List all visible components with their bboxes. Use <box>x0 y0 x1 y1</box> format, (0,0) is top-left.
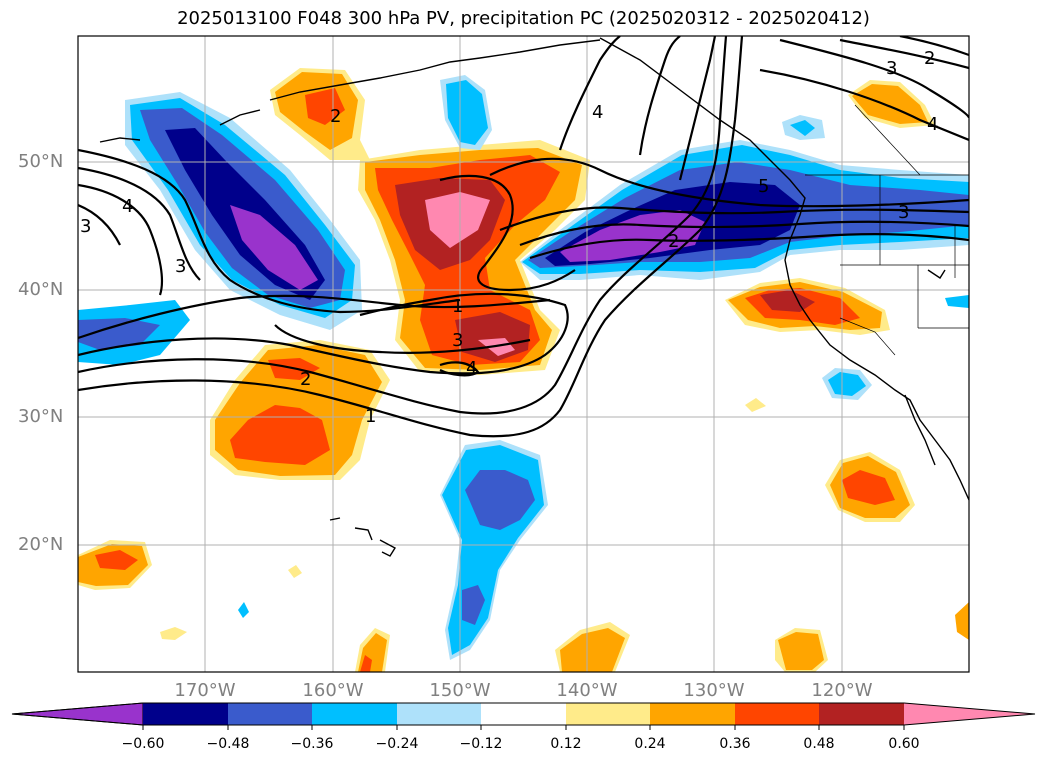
colorbar-tick-label: 0.12 <box>550 736 582 752</box>
colorbar-tick-label: 0.60 <box>888 736 920 752</box>
contour-label: 3 <box>740 16 751 37</box>
contour-label: 2 <box>300 369 311 390</box>
contour-label: 3 <box>898 202 909 223</box>
colorbar-segment <box>481 703 566 725</box>
lon-label: 160°W <box>302 680 364 701</box>
lon-label: 170°W <box>174 680 236 701</box>
contour-labels: 1 2 3 4 3 2 1 3 4 2 3 4 5 3 4 2 3 <box>80 16 938 427</box>
colorbar-segment <box>312 703 397 725</box>
colorbar-segment <box>228 703 312 725</box>
colorbar-tick-label: 0.36 <box>719 736 751 752</box>
colorbar-tick-label: 0.48 <box>803 736 835 752</box>
contour-label: 4 <box>592 102 603 123</box>
contour-label: 3 <box>452 330 463 351</box>
colorbar-segment <box>566 703 650 725</box>
colorbar-tick-label: −0.12 <box>459 736 503 752</box>
contour-label: 3 <box>175 256 186 277</box>
precip-anomaly-fill: 1 2 3 4 3 2 1 3 4 2 3 4 5 3 4 2 3 <box>78 16 969 672</box>
colorbar-tick-label: −0.48 <box>206 736 250 752</box>
colorbar-segment <box>819 703 904 725</box>
colorbar <box>11 702 1036 730</box>
colorbar-segment <box>143 703 228 725</box>
contour-label: 1 <box>365 406 376 427</box>
political-borders <box>805 104 969 356</box>
lon-label: 150°W <box>429 680 491 701</box>
contour-label: 2 <box>668 231 679 252</box>
contour-label: 2 <box>924 48 935 69</box>
colorbar-tick-label: 0.24 <box>634 736 666 752</box>
contour-label: 2 <box>330 106 341 127</box>
contour-label: 3 <box>886 58 897 79</box>
lat-label: 50°N <box>18 151 64 172</box>
lon-label: 120°W <box>811 680 873 701</box>
colorbar-tick-label: −0.24 <box>375 736 419 752</box>
colorbar-segment <box>11 702 144 726</box>
contour-label: 4 <box>927 114 938 135</box>
colorbar-segment <box>397 703 481 725</box>
lat-label: 30°N <box>18 406 64 427</box>
contour-label: 4 <box>122 196 133 217</box>
contour-label: 4 <box>466 358 477 379</box>
contour-label: 5 <box>758 176 769 197</box>
lat-label: 20°N <box>18 534 64 555</box>
colorbar-segment <box>735 703 819 725</box>
colorbar-segment <box>650 703 735 725</box>
lon-label: 140°W <box>556 680 618 701</box>
pv-contours <box>78 36 969 438</box>
colorbar-tick-label: −0.60 <box>121 736 165 752</box>
map-title: 2025013100 F048 300 hPa PV, precipitatio… <box>177 8 870 29</box>
contour-label: 3 <box>80 216 91 237</box>
contour-label: 1 <box>452 296 463 317</box>
lon-label: 130°W <box>683 680 745 701</box>
colorbar-segment <box>904 703 1035 725</box>
colorbar-tick-label: −0.36 <box>290 736 334 752</box>
lat-label: 40°N <box>18 279 64 300</box>
map-frame <box>77 35 970 673</box>
coastlines <box>99 37 969 557</box>
